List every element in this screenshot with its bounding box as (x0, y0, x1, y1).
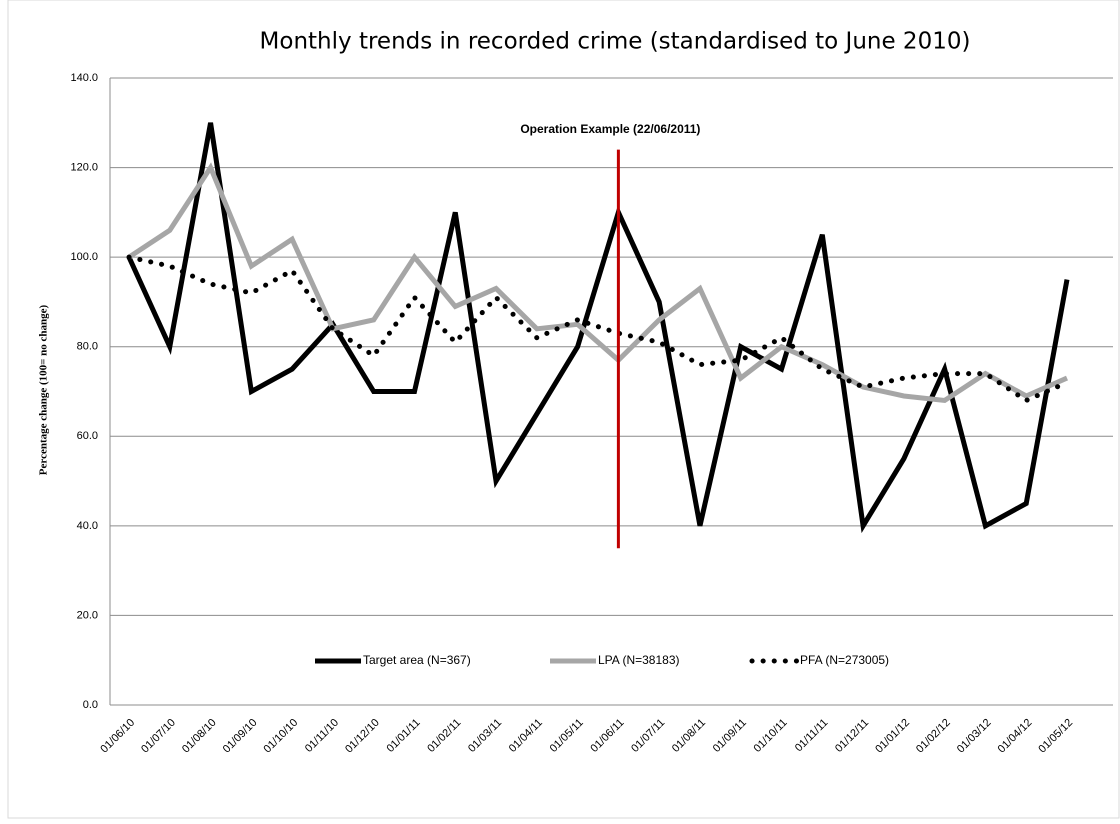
x-tick-label: 01/12/10 (343, 717, 382, 756)
x-tick-label: 01/03/12 (955, 717, 994, 756)
legend-label: Target area (N=367) (363, 653, 471, 667)
x-tick-label: 01/08/11 (670, 717, 708, 755)
y-tick-label: 100.0 (70, 251, 98, 263)
annotation-label: Operation Example (22/06/2011) (520, 122, 700, 136)
x-tick-label: 01/04/11 (507, 717, 545, 755)
y-axis-label: Percentage change (100= no change) (38, 304, 50, 475)
series-line (126, 122, 1070, 534)
x-tick-label: 01/12/11 (833, 717, 871, 755)
x-tick-label: 01/02/12 (914, 717, 953, 756)
y-tick-label: 80.0 (77, 341, 98, 353)
x-tick-label: 01/06/11 (588, 717, 626, 755)
x-tick-label: 01/06/10 (98, 717, 137, 756)
x-tick-label: 01/07/11 (629, 717, 667, 755)
chart-title: Monthly trends in recorded crime (standa… (260, 29, 971, 55)
x-tick-label: 01/10/10 (262, 717, 301, 756)
x-tick-label: 01/02/11 (425, 717, 463, 755)
x-tick-label: 01/03/11 (466, 717, 504, 755)
y-tick-label: 120.0 (70, 161, 98, 173)
x-tick-label: 01/07/10 (139, 717, 178, 756)
x-tick-label: 01/01/12 (873, 717, 912, 756)
x-tick-label: 01/09/10 (221, 717, 260, 756)
x-tick-label: 01/09/11 (711, 717, 749, 755)
x-tick-label: 01/01/11 (384, 717, 422, 755)
series-line (126, 254, 1070, 404)
y-tick-label: 40.0 (77, 520, 98, 532)
x-tick-label: 01/04/12 (996, 717, 1035, 756)
x-tick-label: 01/05/12 (1036, 717, 1075, 756)
x-tick-label: 01/11/10 (303, 717, 341, 755)
y-tick-label: 0.0 (83, 699, 98, 711)
legend-label: PFA (N=273005) (800, 653, 889, 667)
chart-frame (7, 0, 1120, 819)
y-tick-label: 140.0 (70, 72, 98, 84)
x-tick-label: 01/08/10 (180, 717, 219, 756)
x-tick-label: 01/05/11 (548, 717, 586, 755)
x-tick-label: 01/10/11 (752, 717, 790, 755)
legend-label: LPA (N=38183) (598, 653, 680, 667)
x-tick-label: 01/11/11 (793, 717, 831, 755)
y-tick-label: 60.0 (77, 430, 98, 442)
y-tick-label: 20.0 (77, 609, 98, 621)
series-line (127, 162, 1069, 404)
